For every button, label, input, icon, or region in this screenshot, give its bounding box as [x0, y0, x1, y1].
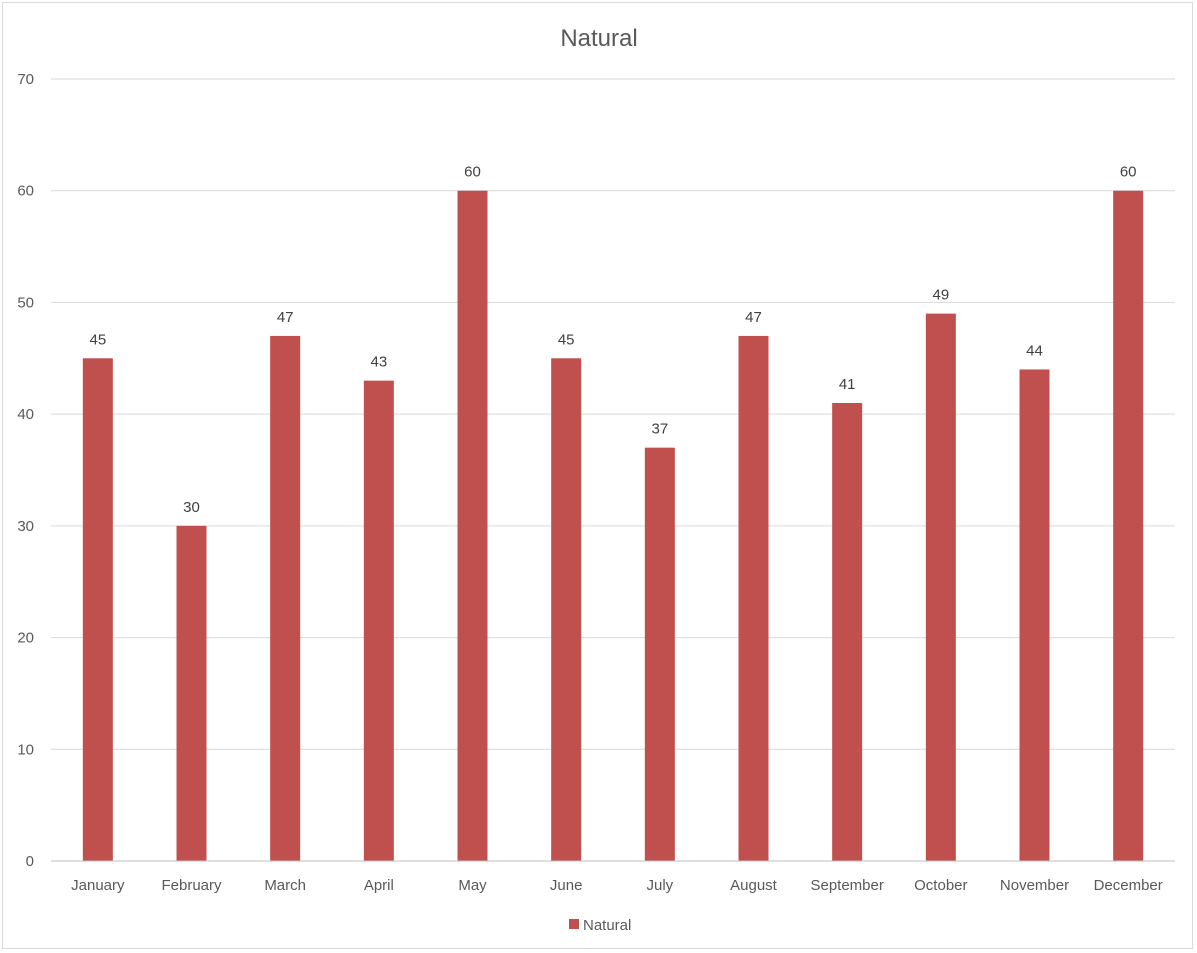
data-label: 37	[651, 421, 668, 438]
data-labels: 45 30 47 43 60 45 37 47 41 49 44 60	[89, 164, 1136, 516]
data-label: 60	[464, 164, 481, 181]
y-tick-label: 40	[17, 406, 34, 423]
x-tick-label: March	[264, 877, 306, 894]
bar	[176, 525, 207, 861]
gridlines	[51, 78, 1175, 750]
y-tick-label: 0	[26, 853, 34, 870]
x-tick-label: May	[458, 877, 487, 894]
y-tick-label: 10	[17, 741, 34, 758]
x-tick-label: September	[810, 877, 883, 894]
data-label: 49	[932, 287, 949, 304]
legend: Natural	[569, 917, 631, 934]
bar	[738, 335, 769, 861]
legend-label: Natural	[583, 917, 631, 934]
x-tick-label: January	[71, 877, 125, 894]
x-tick-label: July	[646, 877, 673, 894]
y-tick-label: 20	[17, 630, 34, 647]
bars	[82, 190, 1144, 862]
data-label: 47	[277, 309, 294, 326]
data-label: 47	[745, 309, 762, 326]
bar	[1113, 190, 1144, 861]
legend-swatch	[569, 919, 579, 929]
data-label: 45	[89, 331, 106, 348]
x-axis-category-labels: January February March April May June July Augu…	[71, 877, 1163, 894]
chart-title: Natural	[560, 25, 637, 52]
bar	[270, 335, 301, 861]
bar	[644, 447, 675, 861]
bar	[551, 358, 582, 861]
bar	[82, 358, 113, 861]
bar	[832, 402, 863, 861]
y-tick-label: 50	[17, 294, 34, 311]
data-label: 30	[183, 499, 200, 516]
data-label: 60	[1120, 164, 1137, 181]
y-tick-label: 30	[17, 518, 34, 535]
data-label: 45	[558, 331, 575, 348]
bar	[925, 313, 956, 862]
data-label: 43	[370, 354, 387, 371]
x-tick-label: June	[550, 877, 583, 894]
x-tick-label: August	[730, 877, 778, 894]
y-tick-label: 60	[17, 183, 34, 200]
data-label: 41	[839, 376, 856, 393]
x-tick-label: October	[914, 877, 967, 894]
bar	[363, 380, 394, 861]
y-axis-tick-labels: 0 10 20 30 40 50 60 70	[17, 71, 34, 870]
x-tick-label: April	[364, 877, 394, 894]
y-tick-label: 70	[17, 71, 34, 88]
x-tick-label: December	[1094, 877, 1163, 894]
data-label: 44	[1026, 342, 1043, 359]
x-tick-label: February	[161, 877, 222, 894]
x-tick-label: November	[1000, 877, 1069, 894]
bar	[457, 190, 488, 861]
bar	[1019, 369, 1050, 861]
